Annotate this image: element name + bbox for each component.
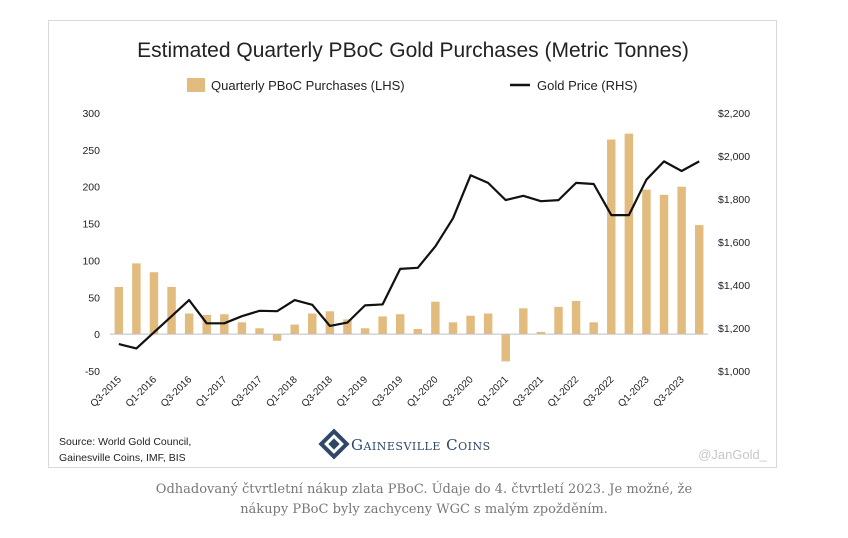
bar-Q4-2023 [694, 225, 704, 335]
y-left-tick-label: 0 [94, 329, 100, 341]
bar-Q2-2022 [589, 322, 598, 335]
bar-Q2-2020 [448, 322, 458, 335]
bar-Q2-2016 [167, 286, 176, 335]
bar-Q4-2022 [624, 133, 634, 335]
bar-Q4-2016 [202, 314, 211, 335]
x-tick-label: Q3-2015 [89, 374, 125, 410]
y-right-tick-label: $1,400 [718, 280, 750, 292]
y-right-tick-label: $2,000 [718, 151, 750, 163]
bar-Q2-2018 [308, 313, 317, 335]
bar-Q4-2021 [554, 306, 563, 335]
caption-line-2: nákupy PBoC byly zachyceny WGC s malým z… [240, 502, 608, 517]
y-left-tick-label: 300 [82, 108, 100, 120]
x-tick-label: Q3-2022 [581, 374, 617, 410]
x-tick-label: Q3-2023 [651, 374, 687, 410]
y-left-tick-label: 150 [82, 219, 100, 231]
bar-Q1-2019 [360, 328, 370, 335]
gainesville-logo-icon [318, 428, 350, 460]
bar-Q1-2016 [149, 272, 159, 335]
x-tick-label: Q1-2020 [405, 374, 441, 410]
watermark-text: @JanGold_ [698, 447, 768, 462]
bar-Q4-2017 [272, 334, 282, 341]
bar-Q3-2020 [466, 315, 475, 335]
legend-label-bars: Quarterly PBoC Purchases (LHS) [211, 78, 405, 93]
y-right-tick-label: $1,200 [718, 323, 750, 335]
bar-series [114, 133, 704, 362]
caption-line-1: Odhadovaný čtvrtletní nákup zlata PBoC. … [155, 482, 693, 497]
x-tick-label: Q3-2021 [511, 374, 547, 410]
y-right-tick-label: $1,800 [718, 194, 750, 206]
bar-Q1-2018 [290, 324, 299, 335]
bar-Q2-2017 [237, 322, 247, 335]
x-tick-label: Q1-2023 [616, 374, 652, 410]
x-tick-label: Q1-2017 [194, 374, 230, 410]
y-left-tick-label: 100 [82, 255, 100, 267]
bar-Q3-2016 [184, 313, 194, 335]
bar-Q3-2019 [395, 314, 405, 335]
bar-Q4-2018 [343, 319, 352, 335]
bar-Q4-2015 [132, 263, 141, 335]
x-tick-label: Q1-2019 [335, 374, 371, 410]
x-tick-label: Q3-2018 [300, 374, 336, 410]
y-left-tick-label: 200 [82, 182, 100, 194]
y-left-tick-label: 250 [82, 145, 100, 157]
x-tick-label: Q1-2022 [546, 374, 582, 410]
x-tick-label: Q1-2021 [476, 374, 512, 410]
figure-caption: Odhadovaný čtvrtletní nákup zlata PBoC. … [0, 480, 848, 520]
x-tick-label: Q1-2016 [124, 374, 160, 410]
x-tick-label: Q3-2017 [229, 374, 265, 410]
y-right-tick-label: $2,200 [718, 108, 750, 120]
bar-Q3-2023 [677, 186, 686, 335]
bar-Q3-2022 [607, 139, 616, 335]
bar-Q3-2017 [255, 328, 264, 335]
source-line-2: Gainesville Coins, IMF, BIS [59, 452, 186, 464]
bar-Q2-2021 [519, 308, 528, 335]
gold-price-line [118, 160, 700, 350]
x-tick-label: Q3-2019 [370, 374, 406, 410]
legend-label-line: Gold Price (RHS) [537, 78, 637, 93]
y-right-axis: $1,000 $1,200 $1,400 $1,600 $1,800 $2,000 $2,2… [718, 108, 750, 378]
y-right-tick-label: $1,600 [718, 237, 750, 249]
bar-Q1-2023 [642, 189, 651, 335]
y-left-axis: -50 0 50 100 150 200 250 300 [82, 108, 100, 378]
chart-title: Estimated Quarterly PBoC Gold Purchases … [137, 39, 689, 62]
bar-Q1-2022 [571, 300, 581, 335]
source-line-1: Source: World Gold Council, [59, 436, 191, 448]
x-tick-label: Q3-2016 [159, 374, 195, 410]
chart-frame [48, 20, 777, 468]
bar-Q2-2019 [378, 316, 387, 335]
x-axis: Q3-2015 Q1-2016 Q3-2016 Q1-2017 Q3-2017 Q1-20… [89, 374, 687, 410]
line-series [118, 160, 700, 350]
bar-Q3-2018 [325, 311, 335, 335]
bar-Q2-2023 [659, 194, 669, 335]
bar-Q3-2021 [536, 331, 546, 335]
logo-wordmark: Gainesville Coins [351, 436, 491, 454]
bar-Q1-2020 [431, 301, 440, 335]
y-right-tick-label: $1,000 [718, 366, 750, 378]
x-tick-label: Q3-2020 [440, 374, 476, 410]
x-tick-label: Q1-2018 [264, 374, 300, 410]
y-left-tick-label: -50 [85, 366, 100, 378]
bar-Q4-2019 [413, 328, 423, 335]
y-left-tick-label: 50 [88, 292, 100, 304]
bar-Q1-2021 [501, 334, 510, 362]
legend-swatch-bars [187, 78, 205, 92]
bar-Q4-2020 [483, 313, 493, 335]
bar-Q3-2015 [114, 286, 124, 335]
